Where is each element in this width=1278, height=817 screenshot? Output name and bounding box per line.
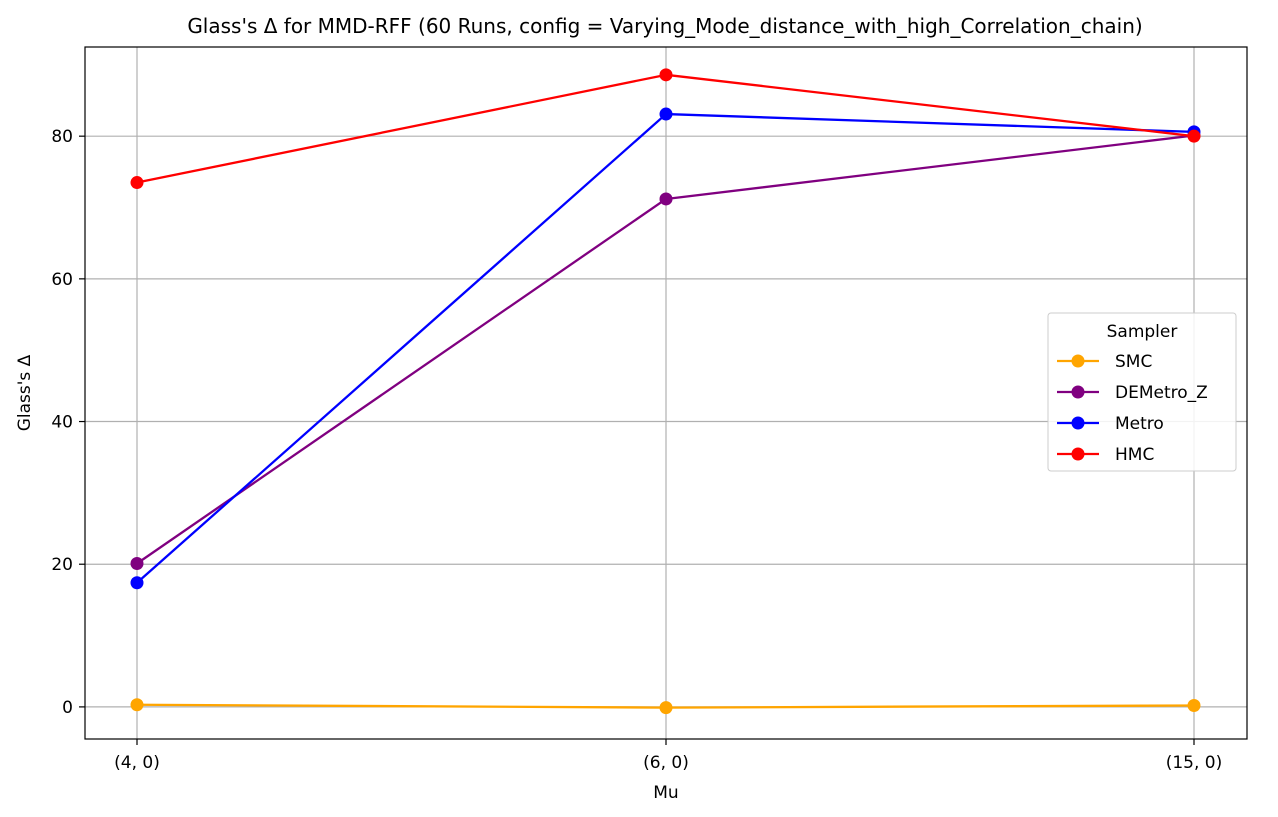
y-tick-label: 80 <box>51 127 73 147</box>
legend: Sampler SMC DEMetro_Z Metro HMC <box>1047 312 1237 472</box>
y-tick-label: 60 <box>51 270 73 290</box>
series-hmc <box>130 68 1201 190</box>
data-point-smc <box>130 698 144 712</box>
chart-title: Glass's Δ for MMD-RFF (60 Runs, config =… <box>187 14 1142 38</box>
data-point-demetro-z <box>130 557 144 571</box>
legend-marker-smc <box>1071 354 1085 368</box>
y-tick-label: 0 <box>62 698 73 718</box>
data-point-hmc <box>659 68 673 82</box>
legend-marker-demetro-z <box>1071 385 1085 399</box>
x-tick-label: (6, 0) <box>643 753 689 773</box>
data-point-metro <box>659 107 673 121</box>
data-point-metro <box>130 576 144 590</box>
data-point-demetro-z <box>659 192 673 206</box>
legend-label-smc: SMC <box>1115 352 1152 372</box>
legend-marker-hmc <box>1071 447 1085 461</box>
data-point-smc <box>1187 698 1201 712</box>
data-point-hmc <box>1187 129 1201 143</box>
data-point-hmc <box>130 176 144 190</box>
axis-ticks: (4, 0) (6, 0) (15, 0) 0 20 40 60 80 <box>51 127 1222 773</box>
series-smc <box>130 698 1201 715</box>
legend-title: Sampler <box>1107 322 1178 342</box>
y-tick-label: 40 <box>51 413 73 433</box>
data-point-smc <box>659 701 673 715</box>
x-tick-label: (15, 0) <box>1166 753 1223 773</box>
legend-label-metro: Metro <box>1115 414 1164 434</box>
legend-label-demetro-z: DEMetro_Z <box>1115 383 1208 403</box>
legend-item-smc: SMC <box>1057 352 1152 372</box>
y-tick-label: 20 <box>51 555 73 575</box>
x-axis-label: Mu <box>653 783 678 803</box>
legend-item-demetro-z: DEMetro_Z <box>1057 383 1208 403</box>
legend-item-hmc: HMC <box>1057 445 1154 465</box>
legend-label-hmc: HMC <box>1115 445 1154 465</box>
legend-marker-metro <box>1071 416 1085 430</box>
y-axis-label: Glass's Δ <box>15 354 35 431</box>
series-layer <box>130 68 1201 715</box>
legend-item-metro: Metro <box>1057 414 1164 434</box>
legend-box <box>1047 312 1237 472</box>
x-tick-label: (4, 0) <box>114 753 160 773</box>
